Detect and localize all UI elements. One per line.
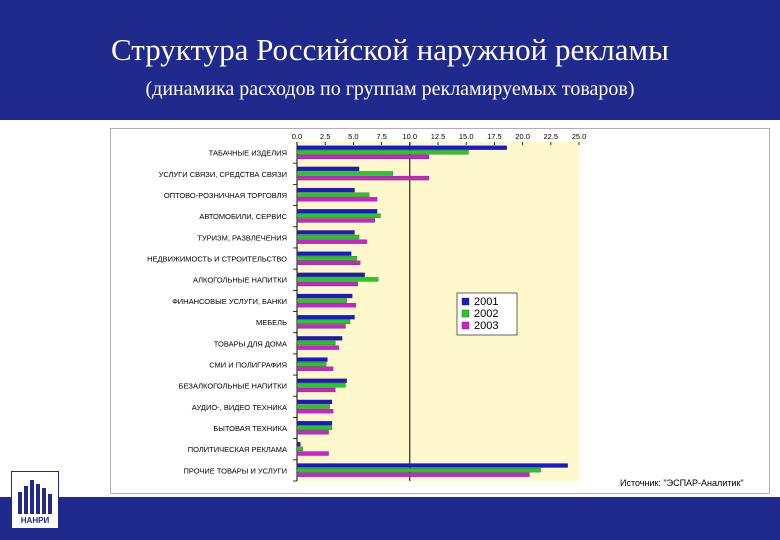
bar-2001 <box>296 442 301 447</box>
bar-2001 <box>296 293 353 299</box>
bar-2002 <box>296 467 541 473</box>
bar-2002 <box>296 234 360 240</box>
logo-text: НАНРИ <box>20 516 50 525</box>
bar-2001 <box>296 378 347 383</box>
bar-2001 <box>296 420 333 426</box>
x-tick-label: 5.0 <box>348 132 358 141</box>
bar-2003 <box>296 408 334 414</box>
bar-2001 <box>296 230 355 235</box>
category-label: ТАБАЧНЫЕ ИЗДЕЛИЯ <box>209 149 287 158</box>
category-label: УСЛУГИ СВЯЗИ, СРЕДСТВА СВЯЗИ <box>159 170 287 179</box>
bar-2003 <box>296 260 361 265</box>
bar-2003 <box>296 430 329 435</box>
page-title: Структура Российской наружной рекламы <box>111 32 669 67</box>
legend-label-2003: 2003 <box>474 320 498 332</box>
bar-2003 <box>296 387 336 393</box>
bar-chart: 0.0 2.5 5.0 7.5 10.0 12.5 15.0 17.5 20.0 22.5 25.0… <box>147 132 587 482</box>
x-tick-label: 12.5 <box>431 132 446 141</box>
bar-2002 <box>296 150 469 155</box>
bar-2002 <box>296 298 347 303</box>
bar-2002 <box>296 192 370 197</box>
legend-label-2002: 2002 <box>474 308 498 320</box>
bar-2002 <box>296 213 381 219</box>
bar-2001 <box>296 166 360 172</box>
x-tick-label: 7.5 <box>376 132 386 141</box>
bar-2003 <box>296 239 368 244</box>
category-label: ТУРИЗМ, РАЗВЛЕЧЕНИЯ <box>197 233 287 242</box>
page-subtitle: (динамика расходов по группам рекламируе… <box>145 78 635 100</box>
x-tick-label: 10.0 <box>402 132 417 141</box>
category-label: СМИ И ПОЛИГРАФИЯ <box>209 360 287 369</box>
bar-2001 <box>296 187 355 193</box>
header-banner: Структура Российской наружной рекламы (д… <box>0 0 780 120</box>
bar-2001 <box>296 315 355 320</box>
bar-2003 <box>296 154 430 160</box>
bar-2003 <box>296 218 375 223</box>
bar-2002 <box>296 446 303 452</box>
bar-2002 <box>296 404 330 409</box>
bar-2001 <box>296 336 343 341</box>
x-tick-label: 22.5 <box>543 132 558 141</box>
category-label: ПОЛИТИЧЕСКАЯ РЕКЛАМА <box>188 445 287 454</box>
legend-swatch-2002 <box>461 309 470 318</box>
bar-2002 <box>296 277 379 282</box>
legend-swatch-2001 <box>461 297 470 306</box>
legend-swatch-2003 <box>461 321 470 330</box>
category-label: ФИНАНСОВЫЕ УСЛУГИ, БАНКИ <box>172 297 287 306</box>
chart-frame: 0.0 2.5 5.0 7.5 10.0 12.5 15.0 17.5 20.0 22.5 25.0… <box>110 128 770 494</box>
x-tick-label: 20.0 <box>515 132 530 141</box>
legend-label-2001: 2001 <box>474 296 498 308</box>
bar-2002 <box>296 256 357 261</box>
category-label: АУДИО-, ВИДЕО ТЕХНИКА <box>192 403 287 412</box>
category-label: АВТОМОБИЛИ, СЕРВИС <box>199 212 287 221</box>
category-label: БЕЗАЛКОГОЛЬНЫЕ НАПИТКИ <box>179 382 287 391</box>
category-label: ТОВАРЫ ДЛЯ ДОМА <box>214 339 287 348</box>
x-tick-label: 0.0 <box>292 132 302 141</box>
x-tick-label: 25.0 <box>572 132 587 141</box>
x-tick-label: 2.5 <box>320 132 330 141</box>
bar-2001 <box>296 272 365 277</box>
bar-2003 <box>296 303 356 308</box>
nanri-logo: НАНРИ <box>11 471 59 529</box>
bar-2003 <box>296 366 334 371</box>
category-label: АЛКОГОЛЬНЫЕ НАПИТКИ <box>193 276 287 285</box>
bar-2001 <box>296 357 328 362</box>
bar-2002 <box>296 319 351 324</box>
bar-2001 <box>296 251 352 256</box>
category-label: БЫТОВАЯ ТЕХНИКА <box>213 424 287 433</box>
bar-2001 <box>296 399 333 405</box>
bar-2003 <box>296 175 430 181</box>
category-label: НЕДВИЖИМОСТЬ И СТРОИТЕЛЬСТВО <box>147 255 287 264</box>
logo-building-icon <box>18 480 52 514</box>
bar-2002 <box>296 383 346 388</box>
category-label: ПРОЧИЕ ТОВАРЫ И УСЛУГИ <box>184 466 287 475</box>
category-label: МЕБЕЛЬ <box>256 318 287 327</box>
bar-2002 <box>296 171 394 176</box>
x-tick-label: 15.0 <box>459 132 474 141</box>
bar-2001 <box>296 463 568 468</box>
footer-bar <box>0 497 780 540</box>
bar-2003 <box>296 324 346 329</box>
bar-2001 <box>296 209 378 214</box>
bar-2002 <box>296 362 327 367</box>
bar-2003 <box>296 345 339 350</box>
bar-2001 <box>296 145 507 150</box>
bar-2003 <box>296 472 530 477</box>
source-note: Источник: "ЭСПАР-Аналитик" <box>620 478 744 488</box>
bar-2002 <box>296 340 336 346</box>
x-tick-label: 17.5 <box>487 132 502 141</box>
category-label: ОПТОВО-РОЗНИЧНАЯ ТОРГОВЛЯ <box>164 191 287 200</box>
bar-2003 <box>296 197 378 202</box>
bar-2003 <box>296 451 329 456</box>
bar-2002 <box>296 425 333 430</box>
bar-2003 <box>296 281 359 287</box>
